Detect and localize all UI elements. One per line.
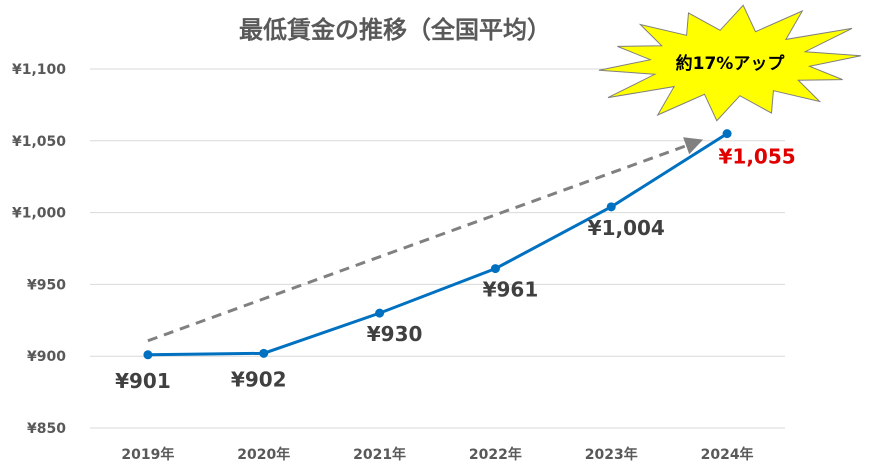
y-tick-label: ¥1,050 (12, 134, 66, 150)
data-label: ¥902 (231, 367, 287, 391)
x-tick-label: 2021年 (353, 446, 406, 463)
y-tick-label: ¥850 (27, 421, 66, 437)
data-label: ¥1,004 (588, 216, 665, 240)
x-tick-label: 2022年 (469, 446, 522, 463)
starburst-shape (598, 4, 862, 122)
data-label: ¥961 (483, 278, 539, 302)
y-tick-label: ¥950 (27, 277, 66, 293)
trend-arrow-line (147, 142, 691, 343)
data-label: ¥930 (367, 322, 423, 346)
data-point (259, 348, 269, 358)
data-point (490, 264, 500, 274)
series-line-path (147, 132, 728, 357)
data-point (606, 202, 616, 212)
starburst-callout: 約17%アップ (598, 4, 862, 122)
y-axis-tick-labels: ¥850 ¥900 ¥950 ¥1,000 ¥1,050 ¥1,100 (12, 62, 66, 437)
y-tick-label: ¥1,000 (12, 206, 66, 222)
x-tick-label: 2024年 (701, 446, 754, 463)
data-point (143, 350, 153, 360)
y-tick-label: ¥900 (27, 349, 66, 365)
x-axis-tick-labels: 2019年 2020年 2021年 2022年 2023年 2024年 (121, 446, 753, 463)
series-line (143, 129, 732, 360)
data-point (375, 308, 385, 318)
data-point (722, 129, 732, 139)
data-label: ¥901 (115, 369, 171, 393)
y-tick-label: ¥1,100 (12, 62, 66, 78)
data-labels: ¥901 ¥902 ¥930 ¥961 ¥1,004 ¥1,055 (115, 145, 796, 393)
annotation-text: 約17%アップ (676, 53, 786, 74)
trend-arrow-head (683, 137, 704, 155)
chart-title: 最低賃金の推移（全国平均） (239, 16, 551, 44)
x-tick-label: 2020年 (237, 446, 290, 463)
x-tick-label: 2023年 (585, 446, 638, 463)
trend-arrow (147, 137, 704, 343)
x-tick-label: 2019年 (121, 446, 174, 463)
gridlines (90, 68, 785, 429)
data-label: ¥1,055 (718, 145, 795, 169)
